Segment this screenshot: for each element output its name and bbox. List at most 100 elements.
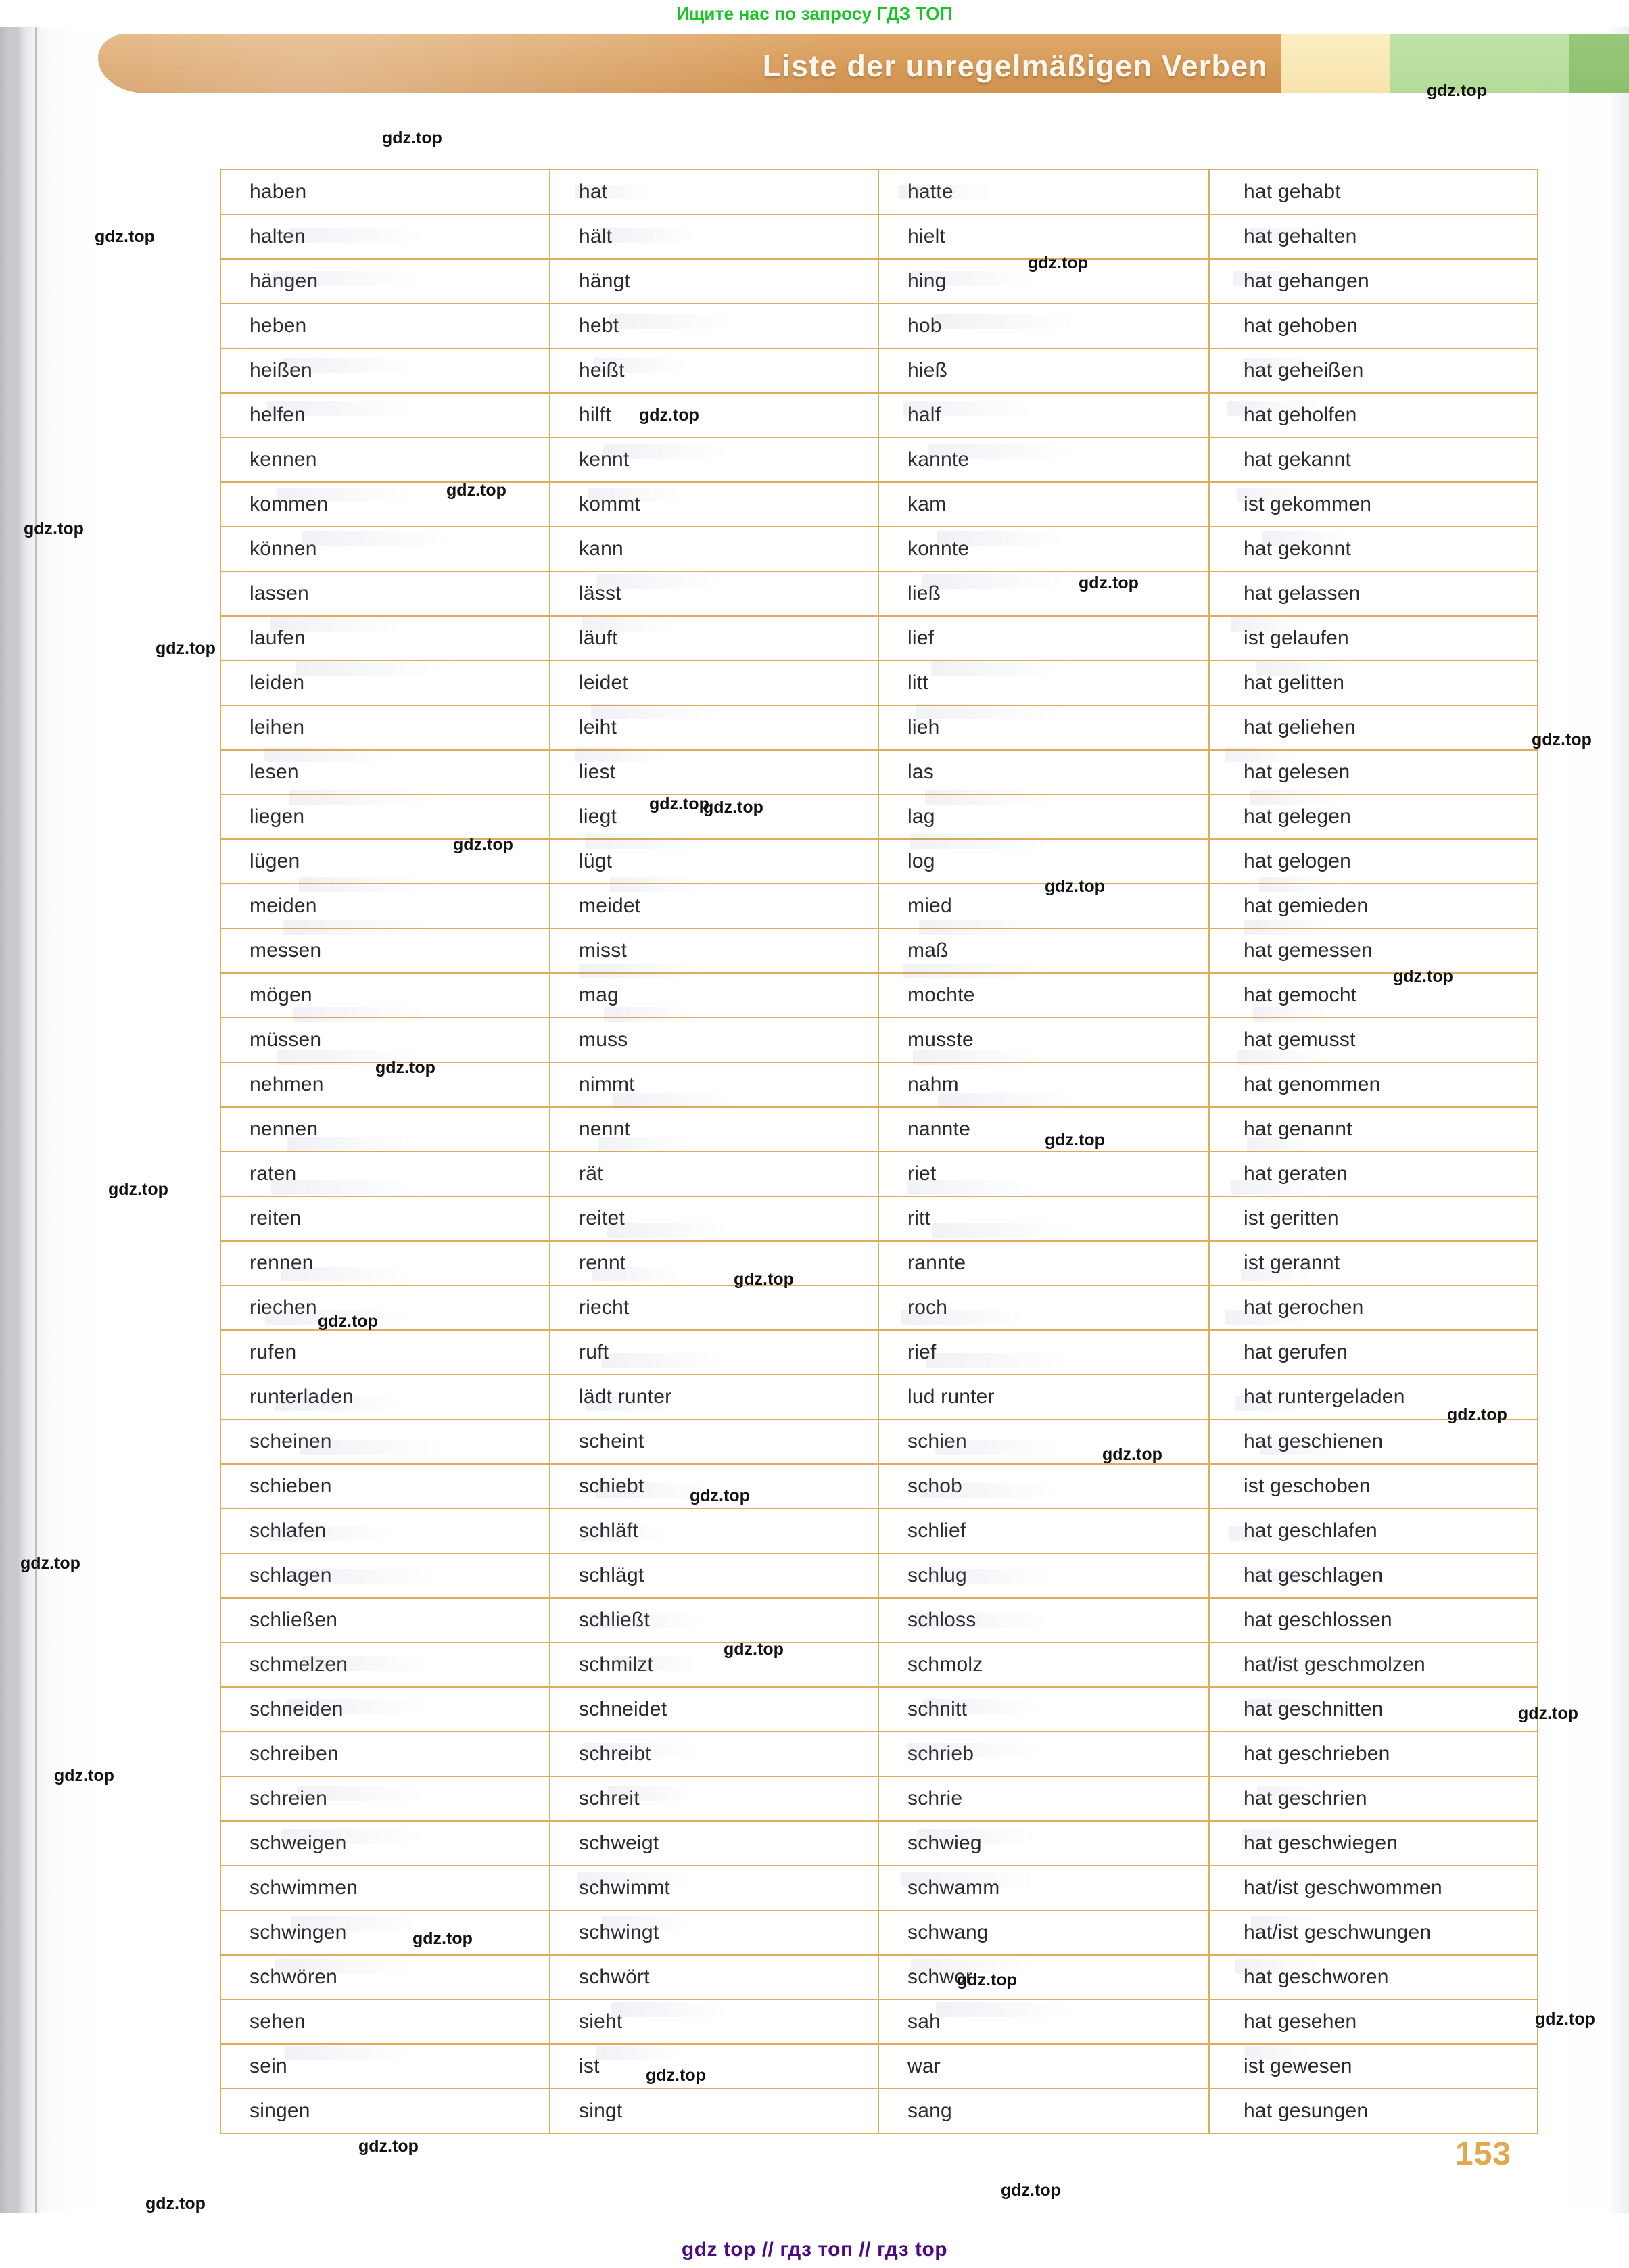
verb-cell: kommen: [220, 481, 550, 527]
gdz-watermark: gdz.top: [156, 639, 216, 658]
verb-cell: schnitt: [878, 1686, 1210, 1732]
table-row: kennen kennt kannte hat gekannt: [220, 437, 1538, 483]
verb-cell: ist: [549, 2043, 879, 2089]
gdz-watermark: gdz.top: [446, 481, 506, 500]
verb-cell: heben: [220, 303, 550, 349]
verb-cell: lag: [878, 794, 1210, 840]
table-row: rufen ruft rief hat gerufen: [220, 1329, 1538, 1375]
table-row: lassen lässt ließ hat gelassen: [220, 571, 1538, 617]
verb-cell: kannte: [878, 437, 1210, 483]
verb-cell: leihen: [220, 705, 550, 751]
header-band-cream: [1281, 34, 1390, 93]
verb-cell: hat geschienen: [1208, 1419, 1538, 1465]
verb-cell: schwieg: [878, 1820, 1210, 1866]
verb-cell: leidet: [549, 660, 879, 706]
verb-cell: nimmt: [549, 1062, 879, 1108]
table-row: schreien schreit schrie hat geschrien: [220, 1776, 1538, 1822]
verb-cell: meiden: [220, 883, 550, 929]
verb-cell: schwimmen: [220, 1865, 550, 1911]
verb-cell: hat gehabt: [1208, 169, 1538, 215]
verb-cell: schweigen: [220, 1820, 550, 1866]
verb-cell: rennt: [549, 1240, 879, 1286]
table-row: schließen schließt schloss hat geschlossen: [220, 1597, 1538, 1643]
verb-cell: liegt: [549, 794, 879, 840]
verb-cell: half: [878, 392, 1210, 438]
verb-cell: hat gelesen: [1208, 749, 1538, 795]
verb-cell: lassen: [220, 571, 550, 617]
verb-cell: hat geschwiegen: [1208, 1820, 1538, 1866]
verb-cell: sein: [220, 2043, 550, 2089]
verb-cell: hängen: [220, 258, 550, 304]
verb-cell: lässt: [549, 571, 879, 617]
gdz-watermark: gdz.top: [318, 1312, 378, 1331]
verb-cell: liest: [549, 749, 879, 795]
verb-cell: raten: [220, 1151, 550, 1197]
verb-cell: reitet: [549, 1196, 879, 1242]
gdz-watermark: gdz.top: [724, 1640, 784, 1659]
table-row: reiten reitet ritt ist geritten: [220, 1196, 1538, 1242]
table-row: halten hält hielt hat gehalten: [220, 214, 1538, 260]
verb-cell: hat gemieden: [1208, 883, 1538, 929]
verb-cell: leiden: [220, 660, 550, 706]
verb-cell: helfen: [220, 392, 550, 438]
bottom-watermark-banner: gdz top // гдз топ // гдз top: [0, 2213, 1629, 2268]
verb-cell: sieht: [549, 1999, 879, 2045]
top-watermark-text: Ищите нас по запросу ГДЗ ТОП: [676, 3, 953, 24]
verb-cell: kennt: [549, 437, 879, 483]
verb-cell: singen: [220, 2088, 550, 2134]
verb-cell: nannte: [878, 1106, 1210, 1152]
gdz-watermark: gdz.top: [1518, 1704, 1578, 1723]
verb-cell: lügen: [220, 838, 550, 884]
header-band-light-green: [1390, 34, 1569, 93]
table-row: kommen kommt kam ist gekommen: [220, 481, 1538, 527]
verb-cell: rennen: [220, 1240, 550, 1286]
verb-cell: hatte: [878, 169, 1210, 215]
gdz-watermark: gdz.top: [690, 1486, 750, 1505]
gdz-watermark: gdz.top: [1393, 967, 1453, 986]
verb-cell: sang: [878, 2088, 1210, 2134]
verb-cell: schmelzen: [220, 1642, 550, 1688]
gdz-watermark: gdz.top: [1045, 877, 1105, 896]
verb-cell: laufen: [220, 615, 550, 661]
verb-cell: scheinen: [220, 1419, 550, 1465]
table-row: heben hebt hob hat gehoben: [220, 303, 1538, 349]
verb-cell: war: [878, 2043, 1210, 2089]
verb-cell: lesen: [220, 749, 550, 795]
table-row: liegen liegt lag hat gelegen: [220, 794, 1538, 840]
verb-cell: schreien: [220, 1776, 550, 1822]
verb-cell: hat gelogen: [1208, 838, 1538, 884]
verb-cell: maß: [878, 928, 1210, 974]
verb-cell: hat gerufen: [1208, 1329, 1538, 1375]
table-row: leihen leiht lieh hat geliehen: [220, 705, 1538, 751]
verb-cell: roch: [878, 1285, 1210, 1331]
verb-cell: schreibt: [549, 1731, 879, 1777]
verb-cell: hat gehoben: [1208, 303, 1538, 349]
verb-cell: hat geschlossen: [1208, 1597, 1538, 1643]
table-row: haben hat hatte hat gehabt: [220, 169, 1538, 215]
verb-cell: hebt: [549, 303, 879, 349]
verb-cell: reiten: [220, 1196, 550, 1242]
table-row: schlagen schlägt schlug hat geschlagen: [220, 1553, 1538, 1599]
gdz-watermark: gdz.top: [957, 1970, 1017, 1989]
book-spine-edge: [35, 27, 37, 2213]
verb-cell: mögen: [220, 972, 550, 1018]
verb-cell: schmolz: [878, 1642, 1210, 1688]
table-row: helfen hilft half hat geholfen: [220, 392, 1538, 438]
table-row: schreiben schreibt schrieb hat geschrieben: [220, 1731, 1538, 1777]
table-row: sein ist war ist gewesen: [220, 2043, 1538, 2089]
verb-cell: hat gekannt: [1208, 437, 1538, 483]
verb-cell: hat gelegen: [1208, 794, 1538, 840]
verb-cell: rät: [549, 1151, 879, 1197]
verb-cell: schlug: [878, 1553, 1210, 1599]
verb-cell: hängt: [549, 258, 879, 304]
gdz-watermark: gdz.top: [24, 519, 84, 538]
verb-cell: riechen: [220, 1285, 550, 1331]
verb-cell: sah: [878, 1999, 1210, 2045]
verb-cell: riecht: [549, 1285, 879, 1331]
verb-cell: schlafen: [220, 1508, 550, 1554]
verb-cell: lief: [878, 615, 1210, 661]
verb-cell: mied: [878, 883, 1210, 929]
verb-cell: hieß: [878, 348, 1210, 394]
table-row: riechen riecht roch hat gerochen: [220, 1285, 1538, 1331]
verb-cell: nennt: [549, 1106, 879, 1152]
